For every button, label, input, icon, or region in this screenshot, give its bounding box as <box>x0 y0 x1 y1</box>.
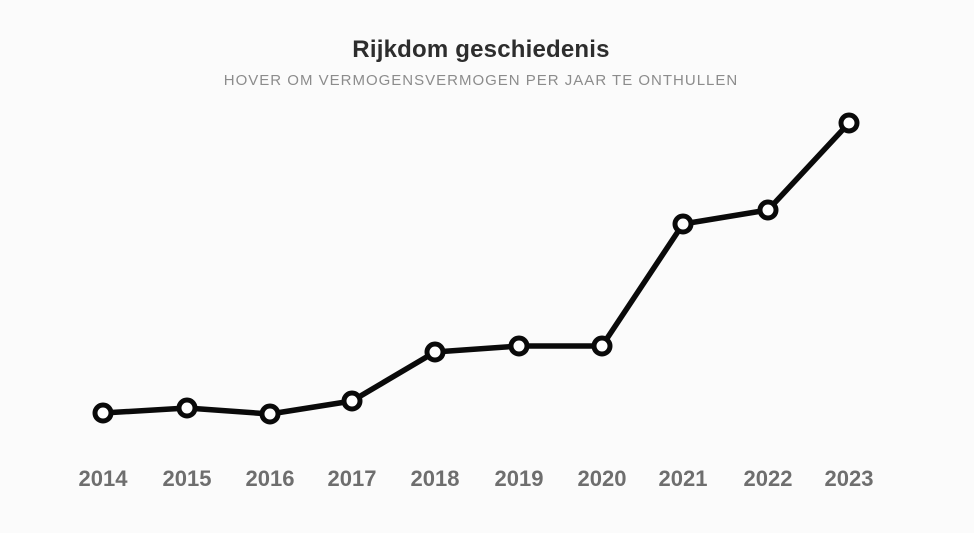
data-point-2020[interactable] <box>591 335 613 357</box>
data-point-2016[interactable] <box>259 403 281 425</box>
data-point-2023[interactable] <box>838 112 860 134</box>
x-axis-label-2018: 2018 <box>411 466 460 491</box>
data-point-2018[interactable] <box>424 341 446 363</box>
x-axis-label-2022: 2022 <box>744 466 793 491</box>
x-axis-label-2014: 2014 <box>79 466 129 491</box>
x-axis-label-2017: 2017 <box>328 466 377 491</box>
x-axis-label-2015: 2015 <box>163 466 212 491</box>
data-point-2017[interactable] <box>341 390 363 412</box>
wealth-line <box>100 120 852 417</box>
x-axis-label-2016: 2016 <box>246 466 295 491</box>
x-axis-label-2020: 2020 <box>578 466 627 491</box>
data-point-2014[interactable] <box>92 402 114 424</box>
data-point-2015[interactable] <box>176 397 198 419</box>
x-axis-label-2019: 2019 <box>495 466 544 491</box>
data-point-2022[interactable] <box>757 199 779 221</box>
x-axis-label-2023: 2023 <box>825 466 874 491</box>
data-point-2021[interactable] <box>672 213 694 235</box>
x-axis-label-2021: 2021 <box>659 466 708 491</box>
data-point-2019[interactable] <box>508 335 530 357</box>
